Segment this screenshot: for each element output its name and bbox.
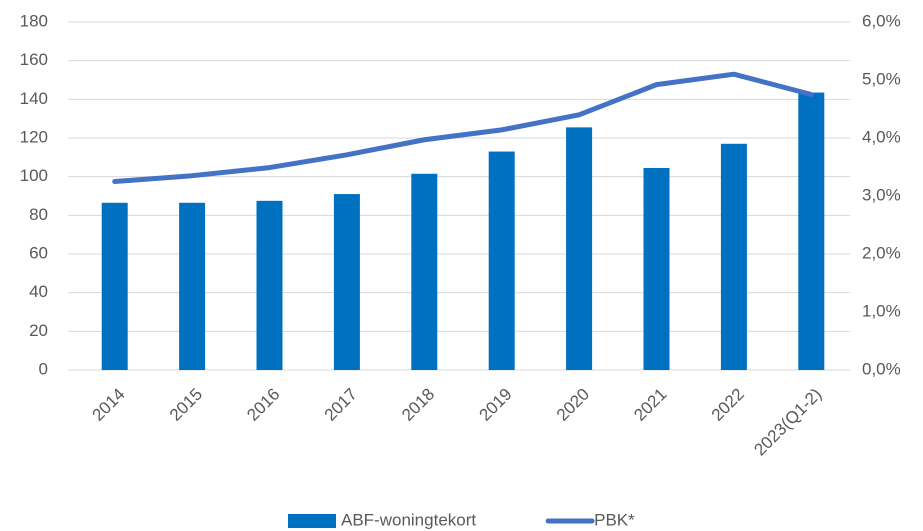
y-tick-label: 120 — [20, 127, 48, 146]
bar — [333, 194, 360, 370]
bar — [179, 202, 206, 370]
bar — [101, 202, 128, 370]
x-tick-label: 2017 — [321, 385, 361, 425]
bar — [256, 200, 283, 370]
y2-tick-label: 6,0% — [862, 11, 901, 30]
y-tick-label: 160 — [20, 50, 48, 69]
bar — [798, 92, 825, 371]
y2-tick-label: 0,0% — [862, 359, 901, 378]
y2-tick-label: 5,0% — [862, 69, 901, 88]
y-tick-label: 40 — [29, 282, 48, 301]
y2-tick-label: 1,0% — [862, 301, 901, 320]
legend-label: ABF-woningtekort — [341, 510, 476, 529]
y-tick-label: 140 — [20, 89, 48, 108]
x-tick-label: 2019 — [476, 385, 516, 425]
y-tick-label: 80 — [29, 205, 48, 224]
bar — [411, 173, 438, 370]
y2-tick-label: 4,0% — [862, 127, 901, 146]
y2-tick-label: 2,0% — [862, 243, 901, 262]
y-tick-label: 60 — [29, 243, 48, 262]
line — [112, 71, 814, 184]
x-tick-label: 2014 — [89, 385, 129, 425]
x-tick-label: 2022 — [708, 385, 748, 425]
x-tick-label: 2016 — [243, 385, 283, 425]
legend-swatch — [288, 514, 336, 528]
y-tick-label: 0 — [39, 359, 48, 378]
legend-label: PBK* — [594, 510, 635, 529]
y-tick-label: 20 — [29, 321, 48, 340]
x-tick-label: 2018 — [398, 385, 438, 425]
x-tick-label: 2023(Q1-2) — [750, 385, 825, 460]
bar — [566, 127, 593, 370]
y-tick-label: 180 — [20, 11, 48, 30]
bar — [720, 143, 747, 370]
bar — [643, 167, 670, 370]
y-tick-label: 100 — [20, 166, 48, 185]
x-tick-label: 2021 — [630, 385, 670, 425]
x-tick-label: 2020 — [553, 385, 593, 425]
x-tick-label: 2015 — [166, 385, 206, 425]
bar — [488, 151, 515, 370]
y2-tick-label: 3,0% — [862, 185, 901, 204]
